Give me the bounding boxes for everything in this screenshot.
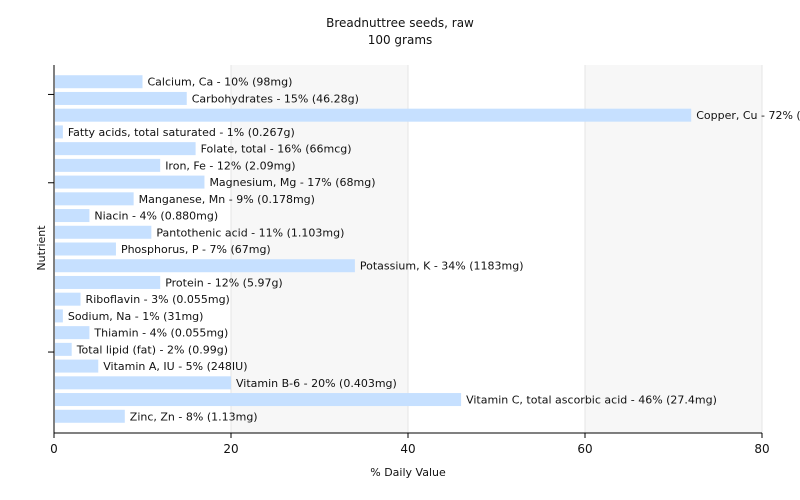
bar <box>55 326 90 340</box>
bar <box>55 259 355 273</box>
bar-label: Folate, total - 16% (66mcg) <box>201 143 352 156</box>
gridlines <box>230 65 763 433</box>
bar-label: Vitamin A, IU - 5% (248IU) <box>103 360 247 373</box>
bar <box>55 292 81 306</box>
x-tick-label: 0 <box>50 442 58 456</box>
bar <box>55 359 99 373</box>
bars <box>55 75 692 423</box>
bar-label: Riboflavin - 3% (0.055mg) <box>86 293 230 306</box>
bar-label: Carbohydrates - 15% (46.28g) <box>192 92 359 105</box>
bar-label: Pantothenic acid - 11% (1.103mg) <box>156 226 344 239</box>
bar-label: Sodium, Na - 1% (31mg) <box>68 310 204 323</box>
bar <box>55 142 196 156</box>
bar-label: Thiamin - 4% (0.055mg) <box>93 327 228 340</box>
bar-label: Iron, Fe - 12% (2.09mg) <box>165 159 295 172</box>
x-axis-label: % Daily Value <box>370 466 446 479</box>
x-tick-label: 20 <box>223 442 238 456</box>
bar <box>55 376 231 390</box>
bar-label: Niacin - 4% (0.880mg) <box>94 210 218 223</box>
bar-label: Vitamin C, total ascorbic acid - 46% (27… <box>466 394 717 407</box>
bar-label: Fatty acids, total saturated - 1% (0.267… <box>68 126 295 139</box>
bar <box>55 108 692 122</box>
bar-label: Protein - 12% (5.97g) <box>165 276 283 289</box>
bar <box>55 158 161 172</box>
bar-label: Potassium, K - 34% (1183mg) <box>360 260 524 273</box>
bar <box>55 125 63 139</box>
grid-band <box>231 65 408 433</box>
bar-label: Magnesium, Mg - 17% (68mg) <box>209 176 375 189</box>
bar-label: Phosphorus, P - 7% (67mg) <box>121 243 271 256</box>
bar <box>55 75 143 89</box>
bar <box>55 409 125 423</box>
bar <box>55 342 72 356</box>
bar-labels: Calcium, Ca - 10% (98mg) Carbohydrates - … <box>68 76 800 424</box>
x-tick-label: 40 <box>400 442 415 456</box>
bar <box>55 91 187 105</box>
bar-label: Calcium, Ca - 10% (98mg) <box>148 76 293 89</box>
x-tick-labels: 0 20 40 60 80 <box>50 433 770 456</box>
bar <box>55 393 462 407</box>
bar-label: Manganese, Mn - 9% (0.178mg) <box>139 193 315 206</box>
bar <box>55 225 152 239</box>
bar-label: Copper, Cu - 72% (1.444mg) <box>696 109 800 122</box>
y-axis-label: Nutrient <box>35 225 48 271</box>
x-tick-label: 60 <box>577 442 592 456</box>
x-tick-label: 80 <box>754 442 769 456</box>
chart-title: Breadnuttree seeds, raw <box>326 16 474 30</box>
bar-label: Zinc, Zn - 8% (1.13mg) <box>130 410 258 423</box>
bar <box>55 275 161 289</box>
bar <box>55 309 63 323</box>
bar-label: Total lipid (fat) - 2% (0.99g) <box>76 343 228 356</box>
chart-subtitle: 100 grams <box>368 33 433 47</box>
bar <box>55 192 134 206</box>
bar-label: Vitamin B-6 - 20% (0.403mg) <box>236 377 397 390</box>
bar <box>55 175 205 189</box>
grid-band <box>585 65 762 433</box>
bar <box>55 209 90 223</box>
bar <box>55 242 116 256</box>
